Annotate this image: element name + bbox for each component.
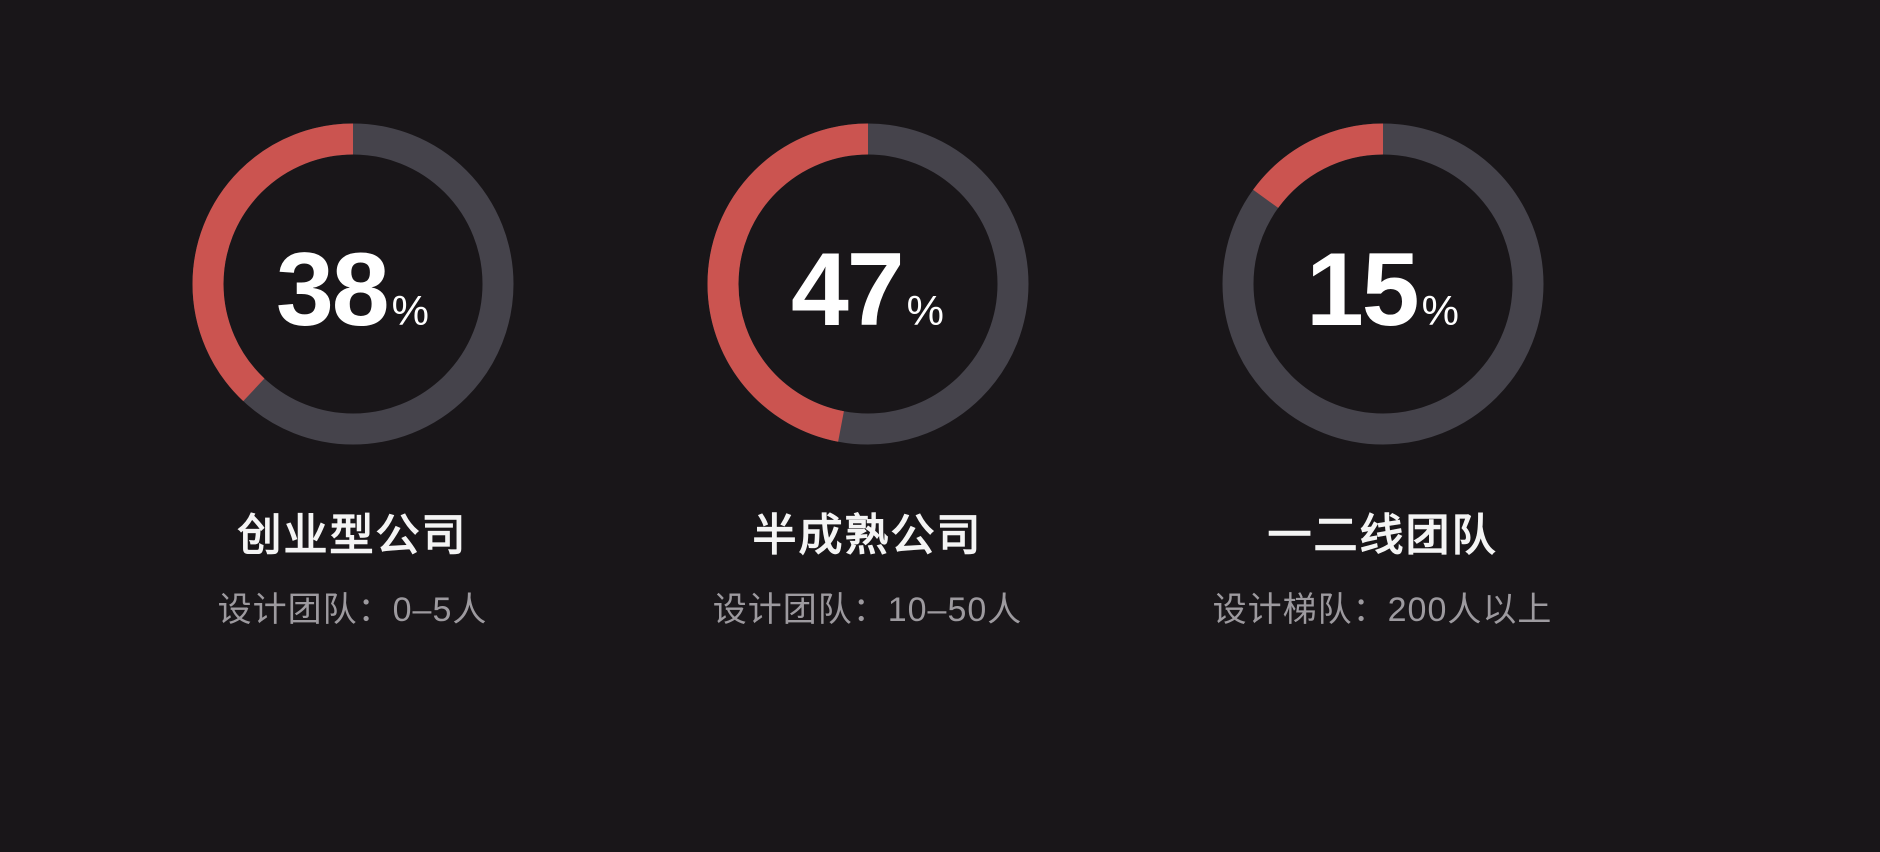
gauge-card: 38 % 创业型公司 设计团队：0–5人	[95, 123, 610, 630]
gauge-card: 47 % 半成熟公司 设计团队：10–50人	[610, 123, 1125, 630]
gauge-center-label: 15 %	[1222, 123, 1544, 445]
gauge-card-subtitle: 设计团队：10–50人	[712, 591, 1023, 630]
gauge-card-title: 创业型公司	[237, 511, 468, 560]
gauge-card-subtitle: 设计梯队：200人以上	[1212, 591, 1553, 630]
gauge-value-number: 15	[1305, 232, 1420, 348]
gauge-card-title: 一二线团队	[1267, 511, 1498, 560]
gauge-card-subtitle: 设计团队：0–5人	[217, 591, 488, 630]
donut-gauge: 15 %	[1222, 123, 1544, 445]
donut-gauge: 38 %	[192, 123, 514, 445]
donut-gauge-svg	[707, 123, 1028, 445]
gauge-value-arc	[1222, 123, 1543, 445]
gauge-card-title: 半成熟公司	[752, 511, 983, 560]
gauge-value-arc	[707, 123, 1028, 445]
donut-gauge-svg	[192, 123, 513, 445]
donut-gauge-svg	[1222, 123, 1543, 445]
gauge-percent-symbol: %	[391, 287, 430, 334]
gauge-percent-symbol: %	[1421, 287, 1460, 334]
gauge-value-row: 15 %	[1306, 238, 1459, 342]
gauge-card-row: 38 % 创业型公司 设计团队：0–5人 47 %	[95, 123, 1640, 630]
gauge-value-number: 38	[275, 232, 390, 348]
gauge-value-arc	[192, 123, 513, 445]
donut-gauge: 47 %	[707, 123, 1029, 445]
gauge-card: 15 % 一二线团队 设计梯队：200人以上	[1125, 123, 1640, 630]
gauge-value-row: 38 %	[276, 238, 429, 342]
gauge-center-label: 47 %	[707, 123, 1029, 445]
gauge-value-number: 47	[790, 232, 905, 348]
gauge-value-row: 47 %	[791, 238, 944, 342]
gauge-percent-symbol: %	[906, 287, 945, 334]
gauge-center-label: 38 %	[192, 123, 514, 445]
